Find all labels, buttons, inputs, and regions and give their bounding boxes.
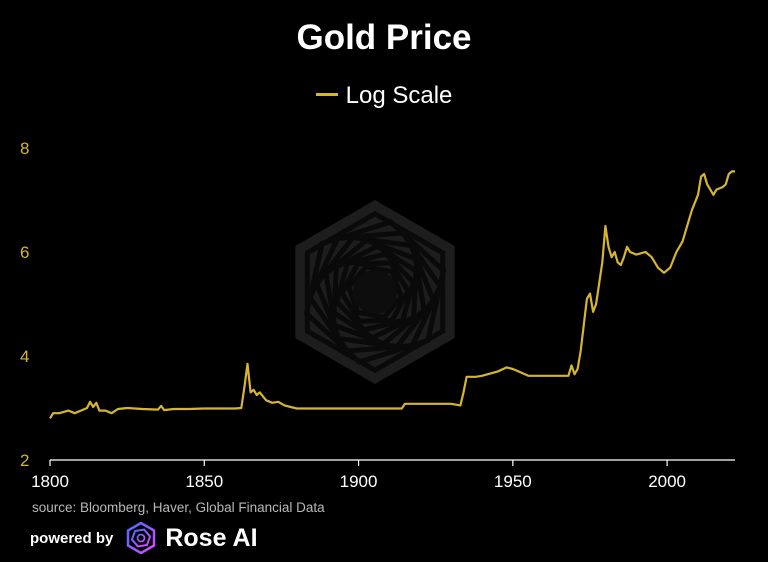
x-tick-label: 1900 xyxy=(340,472,378,491)
powered-by-label: powered by xyxy=(30,529,114,547)
y-axis-ticks: 2 4 6 8 xyxy=(20,139,29,470)
brand-name[interactable]: Rose AI xyxy=(165,523,258,552)
legend-label: Log Scale xyxy=(345,82,453,109)
rose-ai-watermark-icon xyxy=(295,200,455,384)
x-tick-label: 1850 xyxy=(185,472,223,491)
rose-ai-logo-icon[interactable] xyxy=(125,522,157,554)
x-tick-label: 1800 xyxy=(31,472,69,491)
series-line-log-scale xyxy=(49,170,735,419)
footer-branding: powered by Rose AI xyxy=(30,520,258,556)
chart-area: 1800 1850 1900 1950 2000 2 4 6 8 xyxy=(20,139,735,491)
y-tick-label: 2 xyxy=(20,451,29,470)
y-tick-label: 4 xyxy=(20,347,29,366)
x-tick-label: 1950 xyxy=(494,472,532,491)
y-tick-label: 6 xyxy=(20,243,29,262)
legend-swatch xyxy=(315,93,338,97)
legend[interactable]: Log Scale xyxy=(0,82,768,110)
x-tick-label: 2000 xyxy=(648,472,686,491)
source-note: source: Bloomberg, Haver, Global Financi… xyxy=(32,500,325,515)
y-tick-label: 8 xyxy=(20,139,29,158)
x-axis-ticks: 1800 1850 1900 1950 2000 xyxy=(31,460,686,491)
chart-title: Gold Price xyxy=(296,18,472,57)
